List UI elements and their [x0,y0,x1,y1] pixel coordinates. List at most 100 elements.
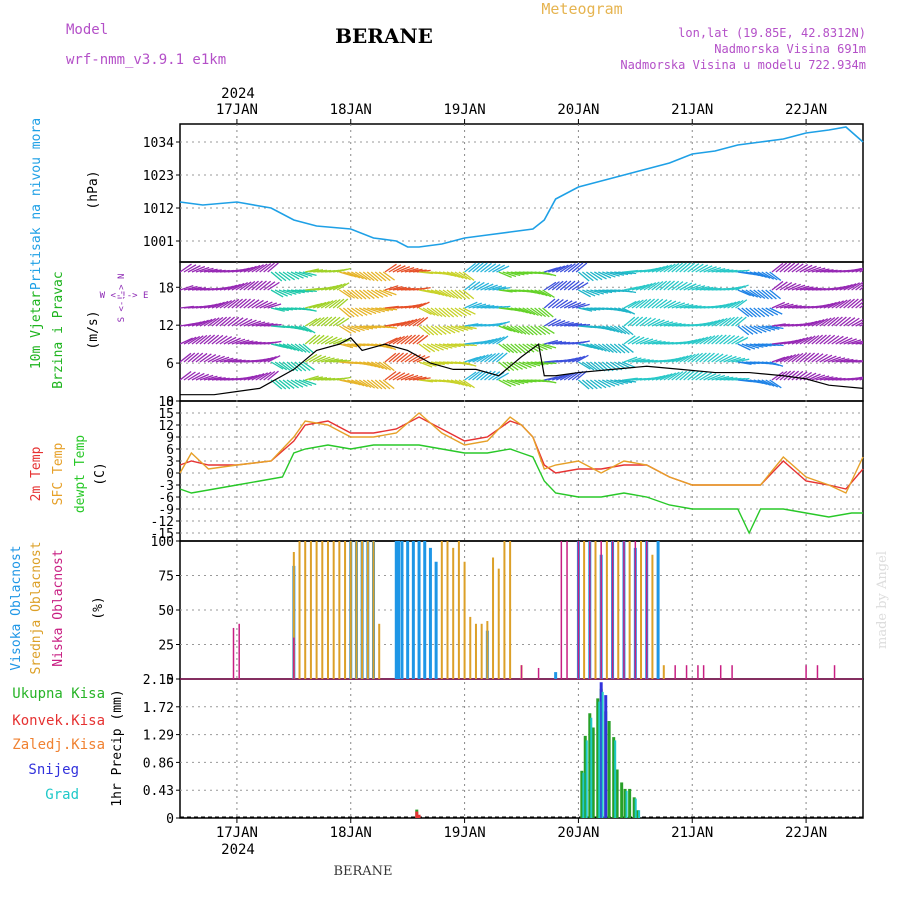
wind-vector [438,343,453,349]
wind-vector [827,356,842,363]
wind-vector [379,307,394,311]
wind-vector [446,325,460,333]
wind-vector [807,334,820,345]
wind-vector [578,289,591,298]
wind-vector [332,317,345,327]
wind-vector [458,325,473,330]
wind-vector [567,301,582,309]
wind-vector [578,307,593,312]
wind-vector [571,281,585,291]
wind-vector [735,336,749,345]
wind-vector [464,323,479,327]
wind-vector [484,352,497,363]
wind-vector [243,374,258,381]
wind-vector [855,301,863,309]
wind-vector [472,262,484,273]
wind-vector [211,301,225,309]
wind-vector [635,298,648,309]
wind-vector [703,320,717,327]
date-label-bottom: 22JAN [785,825,827,841]
wind-vector [243,298,256,309]
wind-vector [783,304,798,309]
wind-vector [623,316,636,327]
wind-vector [514,379,529,384]
wind-vector [412,354,426,363]
wind-vector [707,334,719,345]
pressure-line [179,126,864,248]
wind-vector [278,289,293,296]
wind-vector [582,361,595,371]
wind-vector [392,265,406,273]
wind-vector [259,323,274,327]
wind-panel: 18 12 6 0 [158,262,864,410]
wind-vector [290,379,304,388]
wind-vector [823,301,837,309]
wind-vector [606,379,620,386]
wind-vector [355,325,369,331]
wind-vector [851,340,863,345]
wind-vector [775,302,790,309]
wind-vector [811,374,826,381]
wind-vector [267,355,281,363]
wind-vector [358,379,372,389]
wind-vector [831,335,844,345]
wind-vector [534,307,547,318]
wind-vector [219,299,233,309]
wind-vector [370,289,384,298]
wind-vector [294,379,308,387]
wind-vector [567,262,580,273]
wind-vector [458,289,471,300]
wind-vector [346,289,359,300]
wind-vector [404,374,419,381]
wind-vector [687,370,699,381]
y-tick-label: -12 [151,515,174,530]
wind-vector [231,282,245,291]
wind-vector [769,379,782,389]
wind-vector [282,343,296,351]
y-tick-label: 12 [158,319,174,334]
wind-vector [400,373,414,381]
y-tick-label: 12 [158,419,174,434]
wind-vector [663,263,676,273]
wind-vector [518,379,533,383]
wind-vector [290,361,303,372]
wind-vector [259,280,272,291]
wind-vector [727,356,741,363]
wind-vector [771,323,786,327]
wind-vector [631,358,646,363]
wind-vector [215,335,228,345]
wind-vector [610,379,624,385]
wind-vector [488,352,500,363]
wind-vector [438,307,451,318]
wind-vector [382,361,395,372]
wind-vector [594,343,607,352]
wind-vector [765,325,780,330]
wind-vector [430,325,443,336]
wind-vector [375,307,390,312]
wind-vector [769,307,783,315]
y-tick-label: 1023 [143,169,174,184]
wind-vector [514,325,527,335]
wind-vector [827,335,840,345]
wind-vector [302,325,316,334]
wind-vector [655,265,669,273]
wind-vector [378,379,391,390]
wind-vector [320,316,333,327]
wind-vector [374,379,387,390]
wind-vector [223,316,236,327]
wind-vector [667,280,680,291]
wind-vector [707,373,721,381]
wind-vector [354,271,368,281]
wind-vector [699,352,711,363]
wind-vector [575,340,590,345]
wind-vector [446,343,461,348]
wind-vector [324,284,339,291]
wind-vector [363,307,377,315]
wind-vector [374,361,388,370]
wind-vector [811,334,824,345]
wind-vector [426,325,439,336]
wind-vector [575,354,589,363]
wind-vector [811,318,825,327]
wind-vector [286,361,299,372]
wind-vector [346,307,359,318]
